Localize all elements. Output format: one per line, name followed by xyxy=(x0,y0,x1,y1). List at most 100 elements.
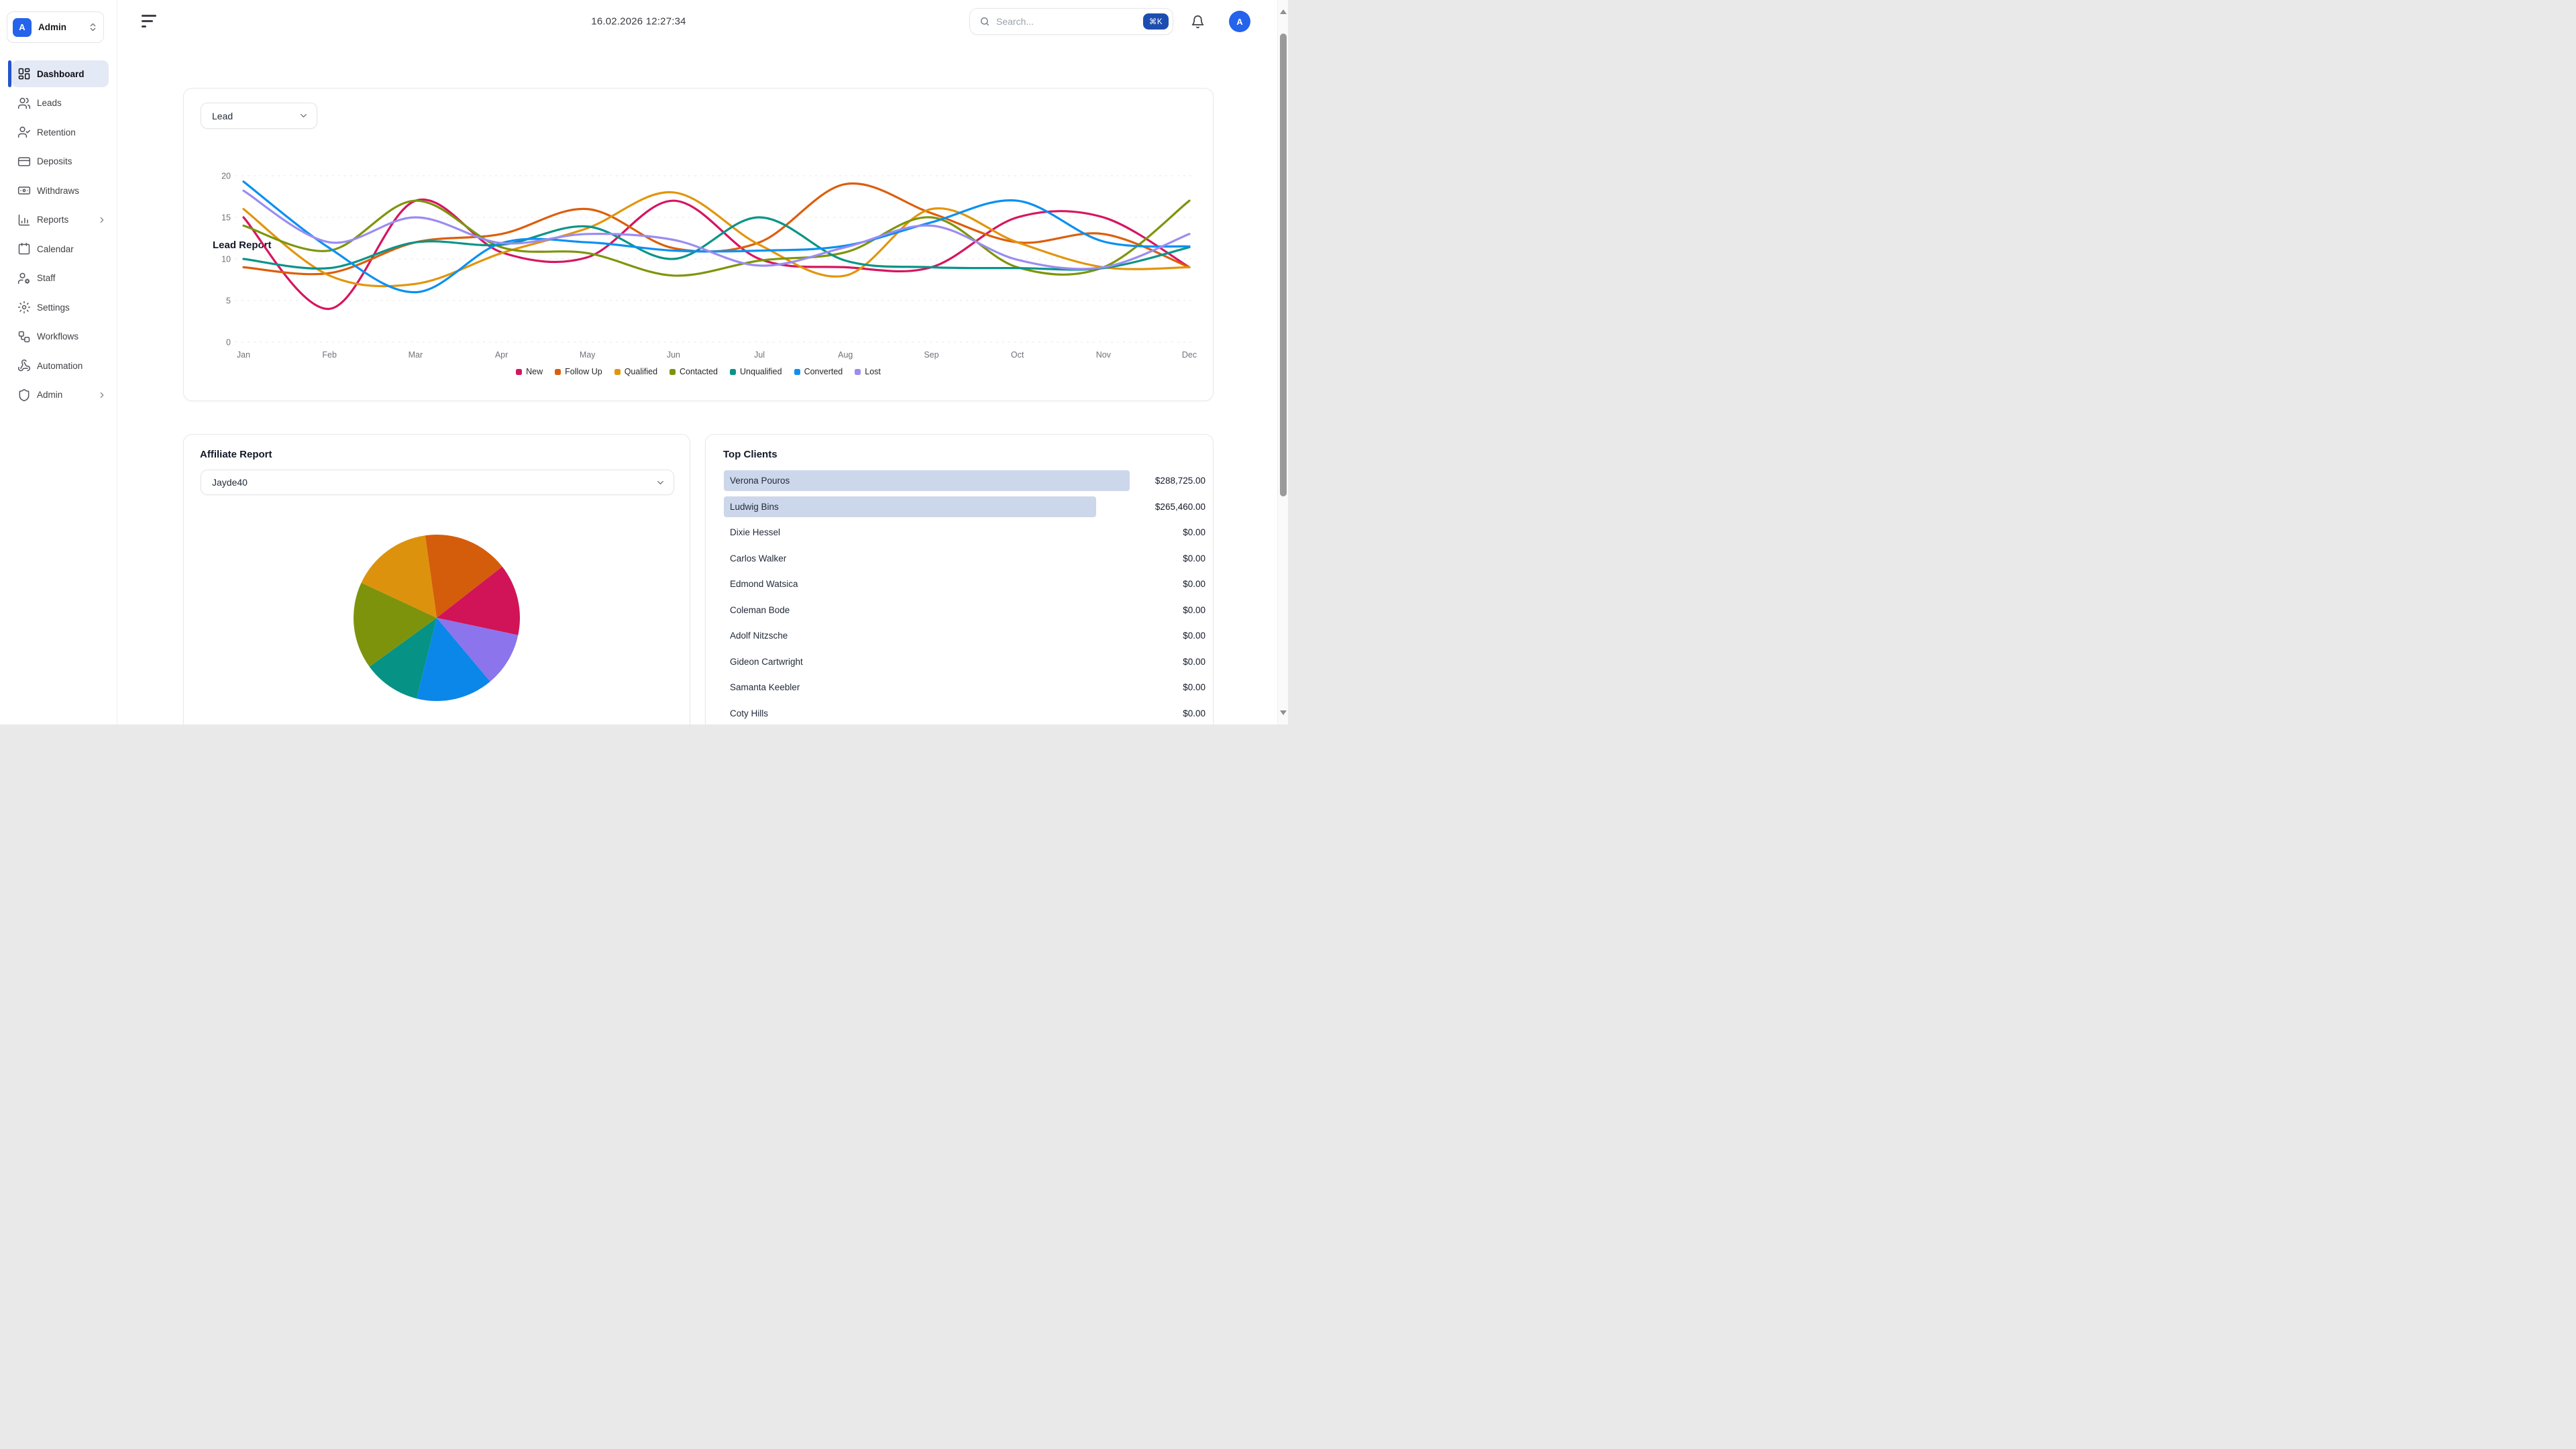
chevron-right-icon xyxy=(97,390,107,400)
client-row[interactable]: Dixie Hessel $0.00 xyxy=(724,522,1205,543)
legend-item-follow-up: Follow Up xyxy=(555,367,602,376)
pie-slice-qualified xyxy=(361,535,437,618)
svg-text:Nov: Nov xyxy=(1096,350,1112,360)
sidebar-item-staff[interactable]: Staff xyxy=(0,265,117,292)
scroll-up-arrow-icon[interactable] xyxy=(1280,9,1287,14)
client-row[interactable]: Ludwig Bins $265,460.00 xyxy=(724,496,1205,517)
chevron-right-icon xyxy=(97,215,107,225)
top-bar: 16.02.2026 12:27:34 ⌘K A xyxy=(117,0,1277,43)
client-amount: $0.00 xyxy=(1183,553,1205,564)
pie-slice-converted xyxy=(417,618,490,701)
client-name: Ludwig Bins xyxy=(730,501,779,512)
legend-item-qualified: Qualified xyxy=(614,367,657,376)
workspace-switcher[interactable]: A Admin xyxy=(7,11,104,43)
client-row[interactable]: Verona Pouros $288,725.00 xyxy=(724,470,1205,491)
legend-chip xyxy=(794,368,800,375)
banknote-icon xyxy=(17,184,31,197)
client-row[interactable]: Gideon Cartwright $0.00 xyxy=(724,651,1205,672)
search-icon xyxy=(979,16,990,27)
legend-label: Follow Up xyxy=(565,367,602,376)
search-shortcut-badge: ⌘K xyxy=(1142,13,1169,30)
svg-text:Oct: Oct xyxy=(1011,350,1024,360)
scroll-down-arrow-icon[interactable] xyxy=(1280,710,1287,715)
lead-type-select-value: Lead xyxy=(212,110,233,121)
sidebar-item-label: Workflows xyxy=(37,331,79,341)
svg-text:5: 5 xyxy=(226,297,231,306)
sidebar-item-deposits[interactable]: Deposits xyxy=(0,148,117,175)
client-amount: $288,725.00 xyxy=(1155,476,1205,486)
sidebar-item-retention[interactable]: Retention xyxy=(0,119,117,146)
chevrons-up-down-icon xyxy=(88,22,98,32)
lead-type-select[interactable]: Lead xyxy=(201,103,317,129)
lead-report-card: Lead Lead Report 0 5 10 15 20 Jan Feb Mar Apr May… xyxy=(183,88,1214,401)
svg-text:10: 10 xyxy=(221,255,231,264)
sidebar-item-label: Settings xyxy=(37,302,70,313)
sidebar-item-label: Withdraws xyxy=(37,185,80,196)
search-input[interactable] xyxy=(996,16,1143,27)
active-indicator xyxy=(8,60,11,87)
client-name: Coleman Bode xyxy=(730,604,790,615)
workspace-avatar: A xyxy=(13,17,32,37)
legend-chip xyxy=(555,368,561,375)
affiliate-report-title: Affiliate Report xyxy=(200,449,272,460)
sidebar: A Admin Dashboard Leads Retention Deposits W… xyxy=(0,0,117,724)
top-clients-card: Top Clients Verona Pouros $288,725.00 Ludw… xyxy=(705,434,1214,724)
sidebar-item-workflows[interactable]: Workflows xyxy=(0,323,117,350)
client-row[interactable]: Adolf Nitzsche $0.00 xyxy=(724,625,1205,646)
client-value-bar xyxy=(724,496,1096,517)
sidebar-item-calendar[interactable]: Calendar xyxy=(0,235,117,262)
legend-chip xyxy=(614,368,621,375)
pie-slice-contacted xyxy=(354,582,437,667)
client-value-bar xyxy=(724,470,1130,491)
menu-toggle-icon[interactable] xyxy=(142,15,158,28)
svg-text:20: 20 xyxy=(221,172,231,181)
client-row[interactable]: Coty Hills $0.00 xyxy=(724,703,1205,724)
svg-text:Mar: Mar xyxy=(409,350,423,360)
scrollbar[interactable] xyxy=(1277,0,1288,724)
affiliate-select[interactable]: Jayde40 xyxy=(201,470,674,495)
global-search[interactable]: ⌘K xyxy=(969,8,1173,35)
client-row[interactable]: Coleman Bode $0.00 xyxy=(724,600,1205,621)
sidebar-item-automation[interactable]: Automation xyxy=(0,352,117,379)
credit-card-icon xyxy=(17,155,31,168)
client-amount: $0.00 xyxy=(1183,579,1205,589)
sidebar-item-label: Retention xyxy=(37,127,76,138)
calendar-icon xyxy=(17,242,31,256)
sidebar-item-label: Deposits xyxy=(37,156,72,166)
sidebar-item-withdraws[interactable]: Withdraws xyxy=(0,177,117,204)
gear-icon xyxy=(17,301,31,314)
client-name: Adolf Nitzsche xyxy=(730,631,788,641)
pie-slice-lost xyxy=(437,618,519,682)
client-name: Verona Pouros xyxy=(730,476,790,486)
notifications-bell-icon[interactable] xyxy=(1191,15,1205,29)
sidebar-item-dashboard[interactable]: Dashboard xyxy=(0,60,117,87)
users-icon xyxy=(17,97,31,110)
svg-text:Sep: Sep xyxy=(924,350,938,360)
svg-text:15: 15 xyxy=(221,213,231,223)
user-avatar[interactable]: A xyxy=(1229,11,1250,32)
lead-report-line-chart: 0 5 10 15 20 Jan Feb Mar Apr May Jun Jul Aug Sep Oct No… xyxy=(221,172,1197,360)
client-amount: $0.00 xyxy=(1183,527,1205,537)
pie-slice-new xyxy=(437,566,520,635)
sidebar-item-label: Staff xyxy=(37,273,56,283)
sidebar-item-settings[interactable]: Settings xyxy=(0,294,117,321)
svg-text:Apr: Apr xyxy=(495,350,508,360)
client-name: Carlos Walker xyxy=(730,553,787,564)
sidebar-item-leads[interactable]: Leads xyxy=(0,90,117,117)
workspace-name: Admin xyxy=(38,22,66,32)
client-amount: $265,460.00 xyxy=(1155,501,1205,512)
dashboard-icon xyxy=(17,67,31,80)
client-row[interactable]: Carlos Walker $0.00 xyxy=(724,548,1205,569)
client-row[interactable]: Edmond Watsica $0.00 xyxy=(724,574,1205,594)
client-name: Dixie Hessel xyxy=(730,527,781,537)
sidebar-item-reports[interactable]: Reports xyxy=(0,207,117,233)
sidebar-item-label: Dashboard xyxy=(37,68,85,79)
scrollbar-thumb[interactable] xyxy=(1280,34,1287,496)
legend-label: Unqualified xyxy=(740,367,782,376)
chevron-down-icon xyxy=(299,111,309,121)
client-row[interactable]: Samanta Keebler $0.00 xyxy=(724,677,1205,698)
client-name: Edmond Watsica xyxy=(730,579,798,589)
client-amount: $0.00 xyxy=(1183,604,1205,615)
sidebar-item-admin[interactable]: Admin xyxy=(0,382,117,409)
svg-text:Feb: Feb xyxy=(322,350,337,360)
